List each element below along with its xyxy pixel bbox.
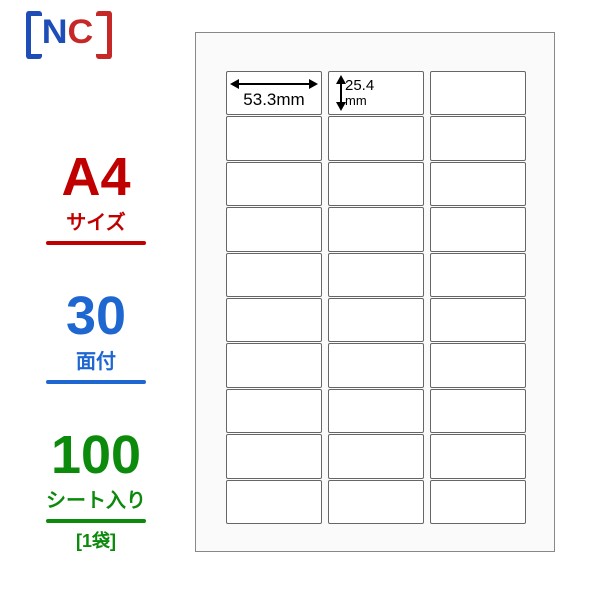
- label-cell: [328, 434, 424, 478]
- arrowhead-left-icon: [230, 79, 239, 89]
- logo-c: C: [68, 13, 94, 51]
- spec-sheets: 100 シート入り [1袋]: [26, 428, 166, 553]
- label-cell: [430, 434, 526, 478]
- logo-n: N: [42, 13, 68, 51]
- spec-sheets-sub: シート入り: [26, 484, 166, 513]
- label-cell: 53.3mm: [226, 71, 322, 115]
- spec-sheets-big: 100: [26, 428, 166, 482]
- label-cell: [226, 207, 322, 251]
- label-column: 53.3mm: [226, 71, 322, 515]
- spec-faces-big: 30: [26, 289, 166, 343]
- spec-paper-sub: サイズ: [26, 206, 166, 235]
- label-cell: [328, 480, 424, 524]
- label-cell: [328, 207, 424, 251]
- label-cell: [430, 389, 526, 433]
- label-column: [430, 71, 526, 515]
- label-cell: [430, 343, 526, 387]
- a4-sheet: 53.3mm 25.4mm: [195, 32, 555, 552]
- spec-faces: 30 面付: [26, 289, 166, 384]
- label-cell: [430, 116, 526, 160]
- logo-text: NC: [42, 13, 94, 52]
- label-cell: [328, 343, 424, 387]
- label-cell: 25.4mm: [328, 71, 424, 115]
- label-cell: [430, 298, 526, 342]
- logo-bracket-left: [26, 11, 42, 59]
- label-cell: [328, 253, 424, 297]
- brand-logo: NC: [28, 8, 108, 60]
- label-cell: [226, 343, 322, 387]
- label-cell: [226, 434, 322, 478]
- dimension-width: [230, 78, 318, 90]
- label-cell: [226, 389, 322, 433]
- spec-paper-size: A4 サイズ: [26, 150, 166, 245]
- label-cell: [430, 207, 526, 251]
- label-cell: [430, 71, 526, 115]
- label-cell: [226, 162, 322, 206]
- spec-bag: [1袋]: [26, 527, 166, 553]
- underline-red: [46, 241, 146, 245]
- label-cell: [328, 298, 424, 342]
- label-cell: [226, 116, 322, 160]
- product-infographic: NC A4 サイズ 30 面付 100 シート入り [1袋] 53.3mm 25.…: [0, 0, 600, 600]
- spec-paper-big: A4: [26, 150, 166, 204]
- spec-list: A4 サイズ 30 面付 100 シート入り [1袋]: [26, 150, 166, 597]
- label-cell: [226, 480, 322, 524]
- underline-green: [46, 519, 146, 523]
- underline-blue: [46, 380, 146, 384]
- label-cell: [328, 389, 424, 433]
- label-cell: [430, 480, 526, 524]
- label-cell: [430, 162, 526, 206]
- dimension-width-label: 53.3mm: [227, 90, 321, 110]
- label-cell: [226, 298, 322, 342]
- spec-faces-sub: 面付: [26, 345, 166, 374]
- dimension-height-label: 25.4mm: [345, 78, 374, 107]
- logo-bracket-right: [96, 11, 112, 59]
- label-column: 25.4mm: [328, 71, 424, 515]
- label-grid: 53.3mm 25.4mm: [226, 71, 526, 515]
- label-cell: [430, 253, 526, 297]
- label-cell: [328, 162, 424, 206]
- label-cell: [226, 253, 322, 297]
- arrowhead-right-icon: [309, 79, 318, 89]
- label-cell: [328, 116, 424, 160]
